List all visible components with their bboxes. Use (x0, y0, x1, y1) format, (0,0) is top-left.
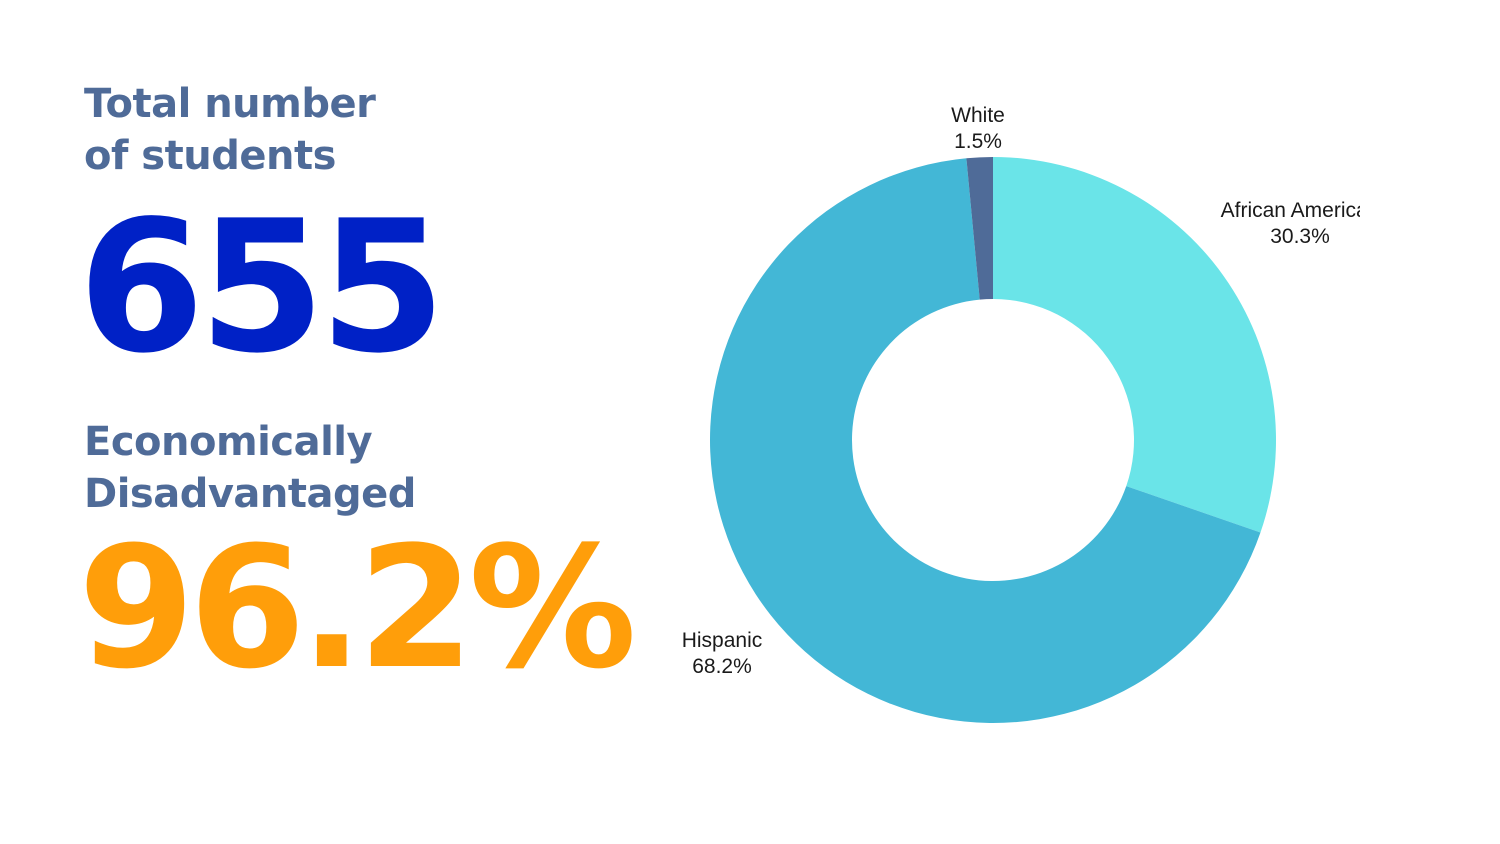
slice-african-american (993, 157, 1276, 533)
slice-value-african-american: 30.3% (1270, 225, 1330, 248)
econ-heading-line1: Economically (84, 419, 373, 465)
slice-label-african-american: African American (1221, 199, 1360, 222)
slice-value-hispanic: 68.2% (692, 655, 752, 678)
students-heading-line1: Total number (84, 81, 376, 127)
donut-labels: African American 30.3% Hispanic 68.2% White 1… (682, 104, 1360, 678)
slice-white (966, 157, 993, 300)
student-count: 655 (78, 181, 446, 393)
econ-disadvantaged-heading: Economically Disadvantaged (84, 416, 416, 520)
econ-disadvantaged-percent: 96.2% (78, 510, 637, 706)
slice-label-white: White (951, 104, 1005, 127)
slice-label-hispanic: Hispanic (682, 629, 763, 652)
ethnicity-donut-chart: African American 30.3% Hispanic 68.2% White 1… (682, 104, 1360, 724)
slice-value-white: 1.5% (954, 130, 1002, 153)
econ-heading-line2: Disadvantaged (84, 471, 416, 517)
students-heading: Total number of students (84, 78, 376, 182)
slice-hispanic (710, 158, 1261, 724)
donut-slices (710, 157, 1276, 724)
students-heading-line2: of students (84, 133, 336, 179)
